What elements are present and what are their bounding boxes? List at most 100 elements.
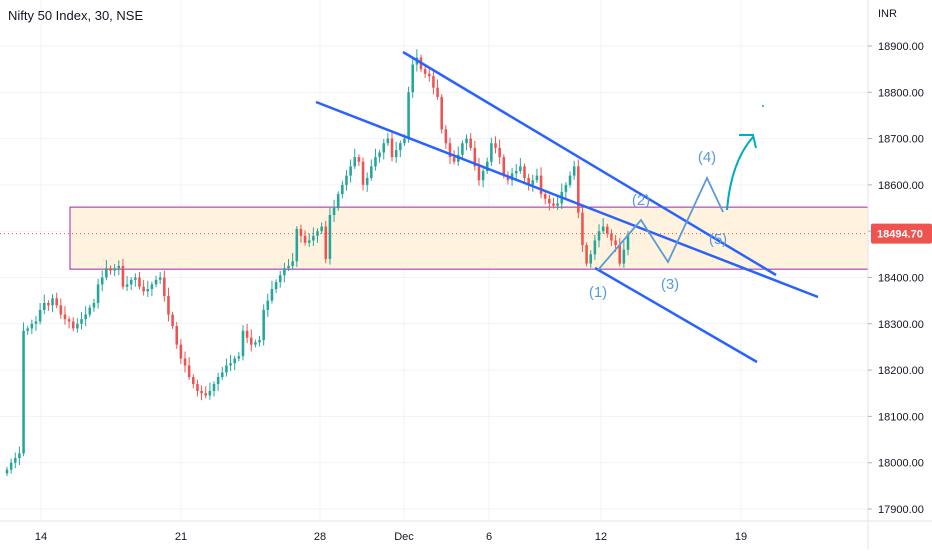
wave-projection-path [597,175,724,271]
candle [361,157,365,191]
candle [345,170,348,191]
candle [374,148,377,171]
y-tick-label: 18600.00 [878,180,924,192]
candle-body [34,321,38,324]
candle [9,458,13,474]
candle-body [370,166,373,178]
candle-body [59,305,63,315]
y-tick-label: 17900.00 [878,504,924,516]
channel-mid-line [315,100,819,299]
candle-body [278,275,282,283]
symbol-title[interactable]: Nifty 50 Index, 30, NSE [8,8,144,23]
currency-label: INR [878,8,897,20]
candle [38,302,42,325]
candle-body [154,279,158,285]
candle-body [312,235,315,241]
candle-body [212,383,216,391]
candle-body [196,383,199,391]
candle-body [208,390,212,396]
candle-body [229,363,232,366]
candle-body [361,161,365,185]
candle-body [531,180,535,185]
candle-body [572,166,576,176]
candle [138,271,141,290]
drawings: (1) (2) (3) (4) (5) [0,50,868,364]
candle [150,281,154,297]
candle-body [514,171,518,174]
y-tick-label: 18900.00 [878,41,924,53]
candle-body [448,143,452,158]
candle [5,466,9,477]
candle [175,321,179,349]
candle-body [606,226,609,234]
candle-body [374,157,377,167]
candle [283,262,286,283]
candle [581,204,584,253]
candle-body [245,330,249,338]
candle [303,230,307,246]
candle [154,275,158,288]
candle-body [18,453,21,459]
candle-body [42,302,46,310]
candle-body [121,265,125,287]
x-tick-label: 28 [314,531,326,543]
time-axis: 14 21 28 Dec 6 12 19 [0,520,932,543]
candle [249,329,253,352]
candle-body [84,314,87,320]
candle-body [299,228,303,236]
candle-body [423,69,427,74]
candle-body [328,214,332,259]
wave-label: (2) [632,192,650,209]
candle [324,221,328,264]
candle [63,306,67,325]
candle [158,271,162,284]
candle [121,258,125,290]
candle-body [158,277,162,280]
candle [432,69,435,95]
candle [353,148,357,170]
y-tick-label: 18700.00 [878,134,924,146]
candle-body [597,231,601,241]
candle-body [527,177,530,185]
candle-body [341,184,344,195]
candle-body [258,340,261,343]
candle [336,191,340,211]
candle-body [577,166,580,213]
candle [92,298,96,312]
candle-body [225,365,228,373]
candle [436,79,439,100]
candle-body [494,143,497,148]
candle-body [63,314,67,320]
candle-body [88,307,92,315]
candle [589,250,593,268]
candle [274,279,278,294]
candle-body [585,245,588,264]
candle-body [324,226,328,259]
candle [30,319,34,334]
candle [47,300,50,311]
x-tick-label: 14 [35,531,47,543]
candle-body [320,226,323,232]
candle-body [473,147,477,167]
candle [407,86,410,143]
candle-body [233,358,236,364]
candle-body [477,166,481,181]
candle [96,278,100,309]
candle [386,133,390,147]
candle-body [589,254,593,264]
candle-body [105,268,108,278]
candle [440,94,443,134]
candle-body [564,184,568,192]
candle [427,68,431,82]
candle-body [134,277,137,280]
candle [382,139,386,160]
candle [245,323,249,344]
candle [510,167,514,186]
candle [258,335,261,347]
candle [564,182,568,199]
candle-body [150,284,154,290]
x-tick-label: 6 [486,531,492,543]
candle-body [295,228,299,262]
candle-body [129,279,133,285]
